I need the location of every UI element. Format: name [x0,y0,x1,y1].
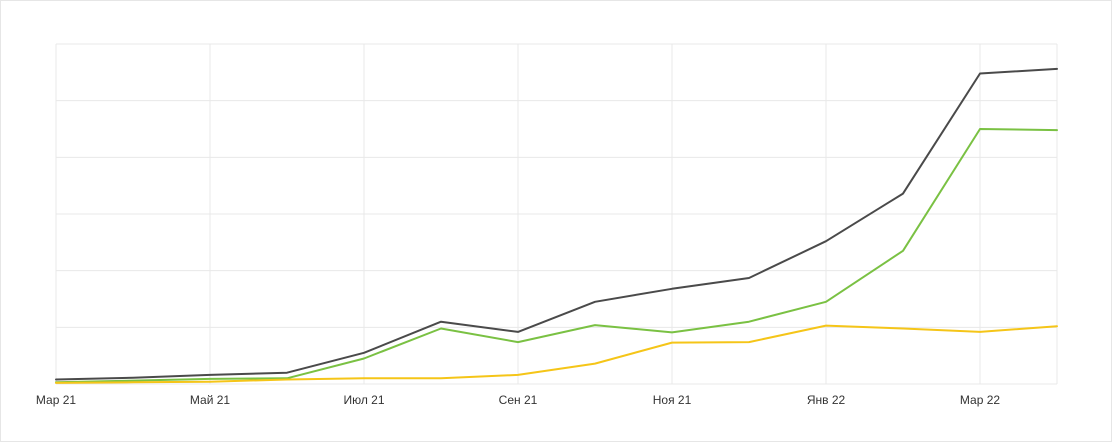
series-line-1 [55,67,1058,381]
series-line-3 [55,324,1058,384]
x-tick-label: Мар 22 [960,393,1000,407]
x-tick-label: Май 21 [190,393,231,407]
x-tick-label: Мар 21 [36,393,76,407]
x-tick-label: Июл 21 [343,393,384,407]
x-tick-label: Янв 22 [807,393,846,407]
x-tick-label: Ноя 21 [653,393,692,407]
series-line-2 [55,128,1058,384]
x-tick-label: Сен 21 [499,393,538,407]
